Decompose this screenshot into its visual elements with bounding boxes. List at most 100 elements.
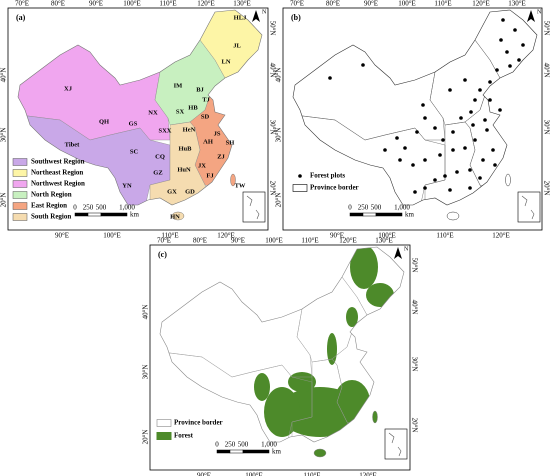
lat-label: 30°N (275, 128, 283, 143)
lon-label: 130°E (233, 0, 251, 8)
scale-segment (362, 212, 377, 217)
forest-plot (433, 178, 437, 182)
lat-label: 50°N (410, 258, 418, 273)
inset-islands (521, 195, 535, 220)
inset-frame (517, 191, 541, 223)
panel-b-labels: (b) 70°E 80°E 90°E 100°E 110°E 120°E 130°E 90°E 1… (275, 0, 550, 240)
panel-label: (c) (158, 250, 167, 259)
province-label: AH (203, 138, 213, 145)
taiwan (230, 173, 236, 187)
province-label: TJ (202, 96, 210, 103)
panel-c-labels: (c) 70°E 80°E 90°E 100°E 110°E 120°E 130°E 90°E 1… (142, 237, 419, 476)
panel-b (282, 7, 543, 231)
province-label: TW (235, 182, 246, 189)
scale-unit: km (272, 448, 282, 456)
lon-label: 90°E (231, 237, 245, 245)
legend-swatch (156, 432, 172, 440)
lon-label: 90°E (55, 232, 69, 240)
forest-plot (513, 28, 517, 32)
lon-label: 70°E (290, 0, 304, 8)
forest-plot (455, 170, 459, 174)
scale-label: 250 (358, 204, 369, 212)
forest-plot (361, 63, 365, 67)
lat-label: 20°N (275, 193, 283, 208)
lon-label: 110°E (434, 0, 451, 8)
lon-label: 110°E (436, 232, 453, 240)
forest-plot (505, 50, 509, 54)
forest-plot (403, 146, 407, 150)
province-label: GD (185, 188, 195, 195)
lat-label: 50°N (542, 21, 550, 36)
panel-a-labels: (a) 70°E 80°E 90°E 100°E 110°E 120°E 130°E 90°E 1… (0, 0, 276, 240)
province-label: GS (129, 120, 138, 127)
lat-label: 40°N (542, 63, 550, 78)
forest-plot (423, 158, 427, 162)
lat-label: 20°N (542, 181, 550, 196)
scale-label: 500 (238, 441, 249, 449)
forest-plot (483, 118, 487, 122)
forest-plot (438, 153, 442, 157)
province-label: SX (176, 108, 185, 115)
lat-label: 40°N (268, 63, 276, 78)
scale-label: 250 (83, 204, 94, 212)
forest-plot (508, 64, 512, 68)
lat-label: 40°N (410, 300, 418, 315)
province-label: SXX (158, 127, 171, 134)
lon-label: 90°E (89, 0, 103, 8)
province-label: JL (233, 42, 241, 49)
map-c (159, 246, 405, 458)
province-label: FJ (206, 172, 214, 179)
scale-label: 1,000 (394, 204, 410, 212)
forest-plot (463, 146, 467, 150)
forest-plot (411, 163, 415, 167)
legend-label: North Region (31, 191, 72, 199)
forest-plot (471, 123, 475, 127)
province-label: HeN (183, 126, 196, 133)
forest-plot (473, 138, 477, 142)
north-label: N (262, 9, 267, 15)
north-arrow (252, 10, 260, 22)
province-label: GZ (153, 169, 162, 176)
scale-unit: km (130, 211, 140, 219)
forest-plot (485, 128, 489, 132)
province-label: SH (226, 139, 235, 146)
lon-label: 100°E (123, 0, 141, 8)
forest-plot (478, 176, 482, 180)
lon-label: 100°E (103, 232, 121, 240)
scale-segment (216, 449, 231, 454)
lon-label: 70°E (15, 0, 29, 8)
lon-label: 120°E (339, 237, 357, 245)
lon-label: 130°E (375, 237, 393, 245)
lon-label: 90°E (330, 232, 344, 240)
lon-label: 100°E (265, 237, 283, 245)
lon-label: 110°E (161, 232, 178, 240)
forest-plot (469, 110, 473, 114)
province-label: IM (174, 82, 183, 89)
scale-segment (229, 449, 244, 454)
forest-plot (448, 188, 452, 192)
forest-plot (398, 158, 402, 162)
forest-plot (415, 130, 419, 134)
forest-plot (488, 80, 492, 84)
legend-swatch (12, 213, 28, 221)
forest-plot (451, 130, 455, 134)
forest-plot (491, 148, 495, 152)
lon-label: 80°E (326, 0, 340, 8)
forest-plot (468, 186, 472, 190)
legend-dot (298, 174, 302, 178)
province-label: JX (198, 162, 206, 169)
legend-swatch (156, 419, 172, 427)
province-label: HN (170, 213, 180, 220)
inset-islands (246, 195, 260, 220)
map-b (292, 9, 538, 221)
scale-segment (349, 212, 364, 217)
scale-unit: km (405, 211, 415, 219)
province-label: HB (188, 104, 198, 111)
panel-a (7, 7, 269, 231)
scale-label: 0 (215, 441, 219, 449)
province-label: SD (201, 113, 210, 120)
legend-swatch (12, 191, 28, 199)
panel-label: (a) (16, 13, 26, 22)
forest-plot (493, 163, 497, 167)
